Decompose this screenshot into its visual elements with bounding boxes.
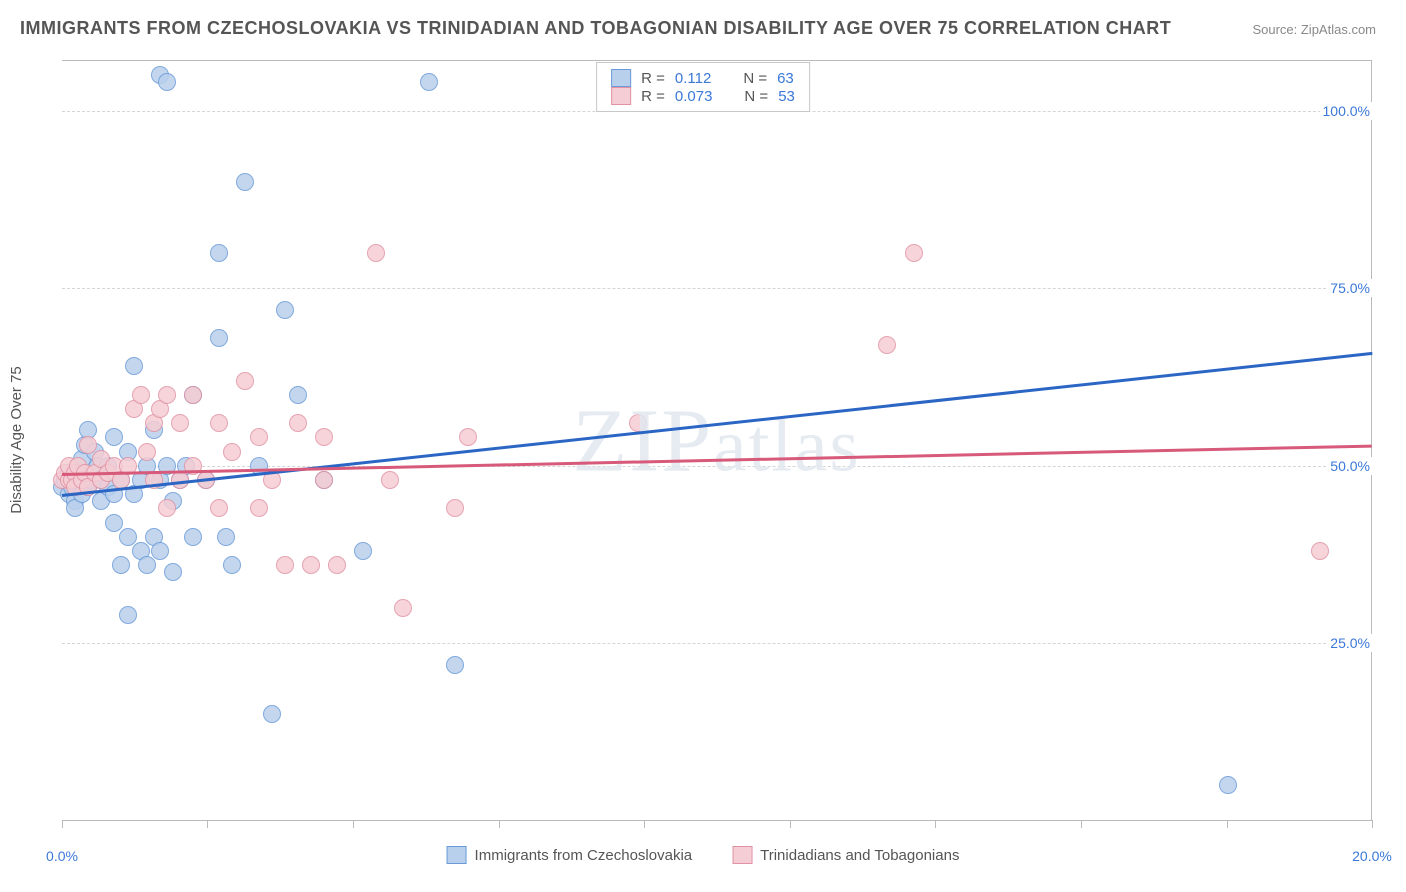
- data-point-trinidad: [79, 436, 97, 454]
- legend-r-label: R =: [641, 88, 665, 105]
- data-point-trinidad: [171, 414, 189, 432]
- y-tick-label: 100.0%: [1320, 102, 1373, 120]
- data-point-trinidad: [629, 414, 647, 432]
- correlation-legend: R = 0.112 N = 63 R = 0.073 N = 53: [596, 62, 810, 112]
- bottom-legend-swatch-trinidad: [732, 846, 752, 864]
- x-tick: [790, 820, 791, 828]
- data-point-trinidad: [276, 556, 294, 574]
- data-point-trinidad: [315, 471, 333, 489]
- data-point-czech: [210, 329, 228, 347]
- legend-swatch-czech: [611, 69, 631, 87]
- x-tick: [207, 820, 208, 828]
- regression-line-czech: [62, 352, 1372, 497]
- data-point-trinidad: [289, 414, 307, 432]
- data-point-trinidad: [138, 443, 156, 461]
- data-point-czech: [105, 514, 123, 532]
- data-point-czech: [1219, 776, 1237, 794]
- data-point-trinidad: [381, 471, 399, 489]
- legend-n-label: N =: [743, 70, 767, 87]
- bottom-legend-label: Trinidadians and Tobagonians: [760, 847, 959, 864]
- data-point-trinidad: [210, 499, 228, 517]
- data-point-czech: [138, 556, 156, 574]
- source-label: Source: ZipAtlas.com: [1252, 22, 1376, 37]
- data-point-czech: [289, 386, 307, 404]
- data-point-trinidad: [446, 499, 464, 517]
- bottom-legend-swatch-czech: [447, 846, 467, 864]
- legend-row-czech: R = 0.112 N = 63: [611, 69, 795, 87]
- data-point-czech: [276, 301, 294, 319]
- watermark: ZIPatlas: [572, 389, 860, 492]
- data-point-czech: [184, 528, 202, 546]
- gridline: [62, 643, 1371, 644]
- data-point-czech: [151, 542, 169, 560]
- data-point-czech: [119, 528, 137, 546]
- x-tick: [1372, 820, 1373, 828]
- legend-r-label: R =: [641, 70, 665, 87]
- x-tick: [353, 820, 354, 828]
- data-point-trinidad: [1311, 542, 1329, 560]
- data-point-trinidad: [210, 414, 228, 432]
- series-legend: Immigrants from Czechoslovakia Trinidadia…: [447, 846, 960, 864]
- data-point-czech: [223, 556, 241, 574]
- legend-n-value: 53: [778, 88, 795, 105]
- x-tick: [1227, 820, 1228, 828]
- data-point-trinidad: [315, 428, 333, 446]
- legend-r-value: 0.112: [675, 70, 711, 87]
- bottom-legend-item-trinidad: Trinidadians and Tobagonians: [732, 846, 959, 864]
- data-point-trinidad: [132, 386, 150, 404]
- data-point-czech: [112, 556, 130, 574]
- data-point-czech: [446, 656, 464, 674]
- data-point-czech: [158, 73, 176, 91]
- data-point-trinidad: [158, 386, 176, 404]
- data-point-czech: [420, 73, 438, 91]
- data-point-trinidad: [459, 428, 477, 446]
- data-point-czech: [354, 542, 372, 560]
- legend-n-value: 63: [777, 70, 794, 87]
- data-point-trinidad: [184, 386, 202, 404]
- x-tick: [935, 820, 936, 828]
- data-point-czech: [105, 428, 123, 446]
- x-tick: [1081, 820, 1082, 828]
- gridline: [62, 288, 1371, 289]
- legend-row-trinidad: R = 0.073 N = 53: [611, 87, 795, 105]
- x-tick: [644, 820, 645, 828]
- data-point-trinidad: [905, 244, 923, 262]
- data-point-czech: [210, 244, 228, 262]
- data-point-trinidad: [223, 443, 241, 461]
- data-point-trinidad: [158, 499, 176, 517]
- data-point-trinidad: [250, 499, 268, 517]
- x-tick: [62, 820, 63, 828]
- data-point-czech: [236, 173, 254, 191]
- chart-title: IMMIGRANTS FROM CZECHOSLOVAKIA VS TRINID…: [20, 18, 1171, 39]
- y-tick-label: 50.0%: [1327, 457, 1373, 475]
- data-point-trinidad: [878, 336, 896, 354]
- x-tick: [499, 820, 500, 828]
- data-point-trinidad: [236, 372, 254, 390]
- data-point-trinidad: [328, 556, 346, 574]
- data-point-czech: [119, 606, 137, 624]
- data-point-trinidad: [302, 556, 320, 574]
- data-point-czech: [217, 528, 235, 546]
- bottom-legend-label: Immigrants from Czechoslovakia: [475, 847, 693, 864]
- y-axis-label: Disability Age Over 75: [8, 366, 25, 514]
- legend-n-label: N =: [744, 88, 768, 105]
- data-point-czech: [263, 705, 281, 723]
- x-tick-label: 20.0%: [1352, 848, 1392, 864]
- x-tick-label: 0.0%: [46, 848, 78, 864]
- y-tick-label: 25.0%: [1327, 634, 1373, 652]
- data-point-czech: [125, 357, 143, 375]
- bottom-legend-item-czech: Immigrants from Czechoslovakia: [447, 846, 693, 864]
- legend-swatch-trinidad: [611, 87, 631, 105]
- chart-area: ZIPatlas 25.0% 50.0% 75.0% 100.0%: [62, 60, 1372, 820]
- data-point-trinidad: [250, 428, 268, 446]
- x-axis: [62, 820, 1372, 821]
- legend-r-value: 0.073: [675, 88, 713, 105]
- data-point-trinidad: [394, 599, 412, 617]
- data-point-czech: [164, 563, 182, 581]
- data-point-trinidad: [367, 244, 385, 262]
- y-tick-label: 75.0%: [1327, 279, 1373, 297]
